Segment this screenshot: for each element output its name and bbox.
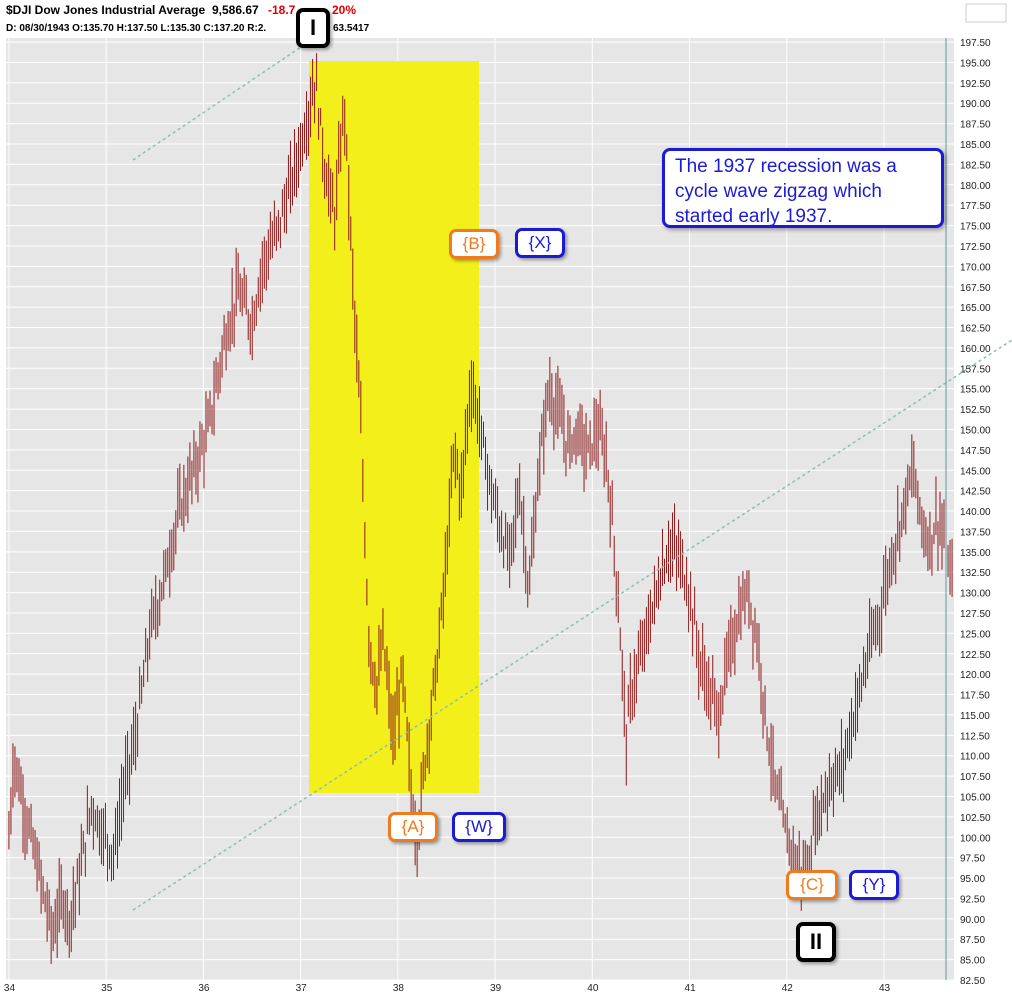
y-tick-label: 172.50 — [960, 242, 991, 253]
y-tick-label: 152.50 — [960, 405, 991, 416]
y-tick-label: 177.50 — [960, 201, 991, 212]
y-tick-label: 182.50 — [960, 160, 991, 171]
upper-trendline — [132, 42, 308, 161]
y-tick-label: 130.00 — [960, 589, 991, 600]
y-tick-label: 190.00 — [960, 99, 991, 110]
wave-label-W: {W} — [452, 812, 506, 842]
y-tick-label: 150.00 — [960, 425, 991, 436]
y-tick-label: 162.50 — [960, 324, 991, 335]
x-tick-label: 42 — [782, 983, 794, 994]
y-tick-label: 87.50 — [960, 935, 985, 946]
wave-label-I: I — [296, 8, 330, 48]
y-tick-label: 115.00 — [960, 711, 990, 722]
wave-label-C: {C} — [786, 870, 838, 900]
y-tick-label: 120.00 — [960, 670, 991, 681]
y-tick-label: 142.50 — [960, 487, 991, 498]
y-tick-label: 122.50 — [960, 650, 991, 661]
y-tick-label: 105.00 — [960, 792, 991, 803]
x-tick-label: 38 — [393, 983, 405, 994]
wave-label-B: {B} — [449, 229, 499, 259]
y-tick-label: 175.00 — [960, 222, 991, 233]
y-tick-label: 132.50 — [960, 568, 991, 579]
y-tick-label: 97.50 — [960, 854, 985, 865]
price-bars — [8, 53, 953, 964]
bar-info: D: 08/30/1943 O:135.70 H:137.50 L:135.30… — [6, 23, 266, 34]
y-tick-label: 167.50 — [960, 283, 991, 294]
x-tick-label: 40 — [587, 983, 599, 994]
y-axis: 82.50 85.00 87.50 90.00 92.50 95.00 97.50 100.0… — [960, 38, 991, 987]
y-tick-label: 82.50 — [960, 976, 985, 987]
bar-info-extra: 63.5417 — [333, 23, 370, 34]
x-axis: 34 35 36 37 38 39 40 41 42 43 — [4, 983, 891, 994]
wave-label-X: {X} — [515, 228, 565, 258]
chart-title: $DJI Dow Jones Industrial Average — [6, 3, 205, 17]
y-tick-label: 95.00 — [960, 874, 985, 885]
y-tick-label: 140.00 — [960, 507, 991, 518]
y-tick-label: 145.00 — [960, 466, 991, 477]
y-tick-label: 127.50 — [960, 609, 991, 620]
highlight-region — [309, 61, 479, 793]
y-tick-label: 170.00 — [960, 262, 991, 273]
last-price: 9,586.67 — [212, 3, 259, 17]
lower-trendline — [132, 339, 1012, 911]
x-tick-label: 36 — [198, 983, 210, 994]
y-tick-label: 192.50 — [960, 79, 991, 90]
y-tick-label: 125.00 — [960, 629, 991, 640]
wave-label-II: II — [796, 922, 836, 962]
y-tick-label: 100.00 — [960, 833, 991, 844]
x-tick-label: 34 — [4, 983, 16, 994]
wave-label-A: {A} — [388, 812, 438, 842]
header-bar — [0, 0, 1012, 36]
y-tick-label: 157.50 — [960, 364, 991, 375]
price-change: -18.7 — [268, 3, 296, 17]
y-tick-label: 180.00 — [960, 181, 991, 192]
y-tick-label: 147.50 — [960, 446, 991, 457]
y-tick-label: 187.50 — [960, 120, 991, 131]
y-tick-label: 102.50 — [960, 813, 991, 824]
x-tick-label: 43 — [879, 983, 891, 994]
y-tick-label: 135.00 — [960, 548, 991, 559]
price-change-pct: 20% — [332, 3, 356, 17]
y-tick-label: 160.00 — [960, 344, 991, 355]
annotation-box: The 1937 recession was a cycle wave zigz… — [662, 148, 944, 228]
chart-settings-box[interactable] — [965, 3, 1007, 23]
y-tick-label: 85.00 — [960, 956, 985, 967]
y-tick-label: 137.50 — [960, 527, 991, 538]
y-tick-label: 195.00 — [960, 58, 991, 69]
y-tick-label: 112.50 — [960, 731, 990, 742]
y-tick-label: 185.00 — [960, 140, 991, 151]
x-tick-label: 41 — [685, 983, 697, 994]
y-tick-label: 165.00 — [960, 303, 991, 314]
y-tick-label: 117.50 — [960, 691, 990, 702]
y-tick-label: 197.50 — [960, 38, 991, 49]
wave-label-Y: {Y} — [849, 870, 899, 900]
y-tick-label: 110.00 — [960, 752, 990, 763]
y-tick-label: 92.50 — [960, 894, 985, 905]
x-tick-label: 39 — [490, 983, 502, 994]
x-tick-label: 37 — [296, 983, 308, 994]
y-tick-label: 90.00 — [960, 915, 985, 926]
x-tick-label: 35 — [101, 983, 113, 994]
y-tick-label: 107.50 — [960, 772, 991, 783]
y-tick-label: 155.00 — [960, 385, 991, 396]
